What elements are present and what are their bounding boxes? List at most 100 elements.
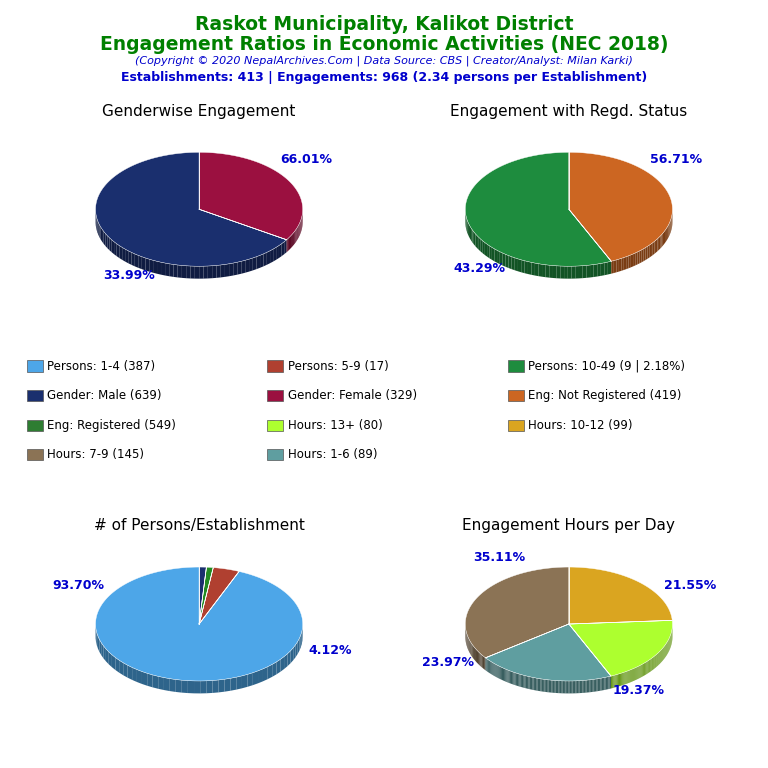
Polygon shape <box>642 664 643 677</box>
Title: # of Persons/Establishment: # of Persons/Establishment <box>94 518 305 534</box>
Polygon shape <box>484 657 485 670</box>
Polygon shape <box>475 648 476 661</box>
Polygon shape <box>627 670 629 684</box>
Polygon shape <box>636 667 637 680</box>
Polygon shape <box>213 680 219 693</box>
Polygon shape <box>485 658 486 671</box>
Polygon shape <box>287 650 290 666</box>
Polygon shape <box>258 669 263 684</box>
Polygon shape <box>119 246 122 260</box>
Polygon shape <box>158 677 164 690</box>
Polygon shape <box>630 670 631 683</box>
Polygon shape <box>485 243 487 257</box>
Polygon shape <box>494 664 495 676</box>
Polygon shape <box>512 672 513 684</box>
Polygon shape <box>598 263 601 276</box>
Text: Establishments: 413 | Engagements: 968 (2.34 persons per Establishment): Establishments: 413 | Engagements: 968 (… <box>121 71 647 84</box>
Polygon shape <box>465 152 611 266</box>
Bar <box>267 360 283 372</box>
Polygon shape <box>208 266 212 279</box>
Polygon shape <box>564 681 565 694</box>
Polygon shape <box>667 226 668 240</box>
Polygon shape <box>504 668 505 681</box>
Polygon shape <box>535 678 536 690</box>
Polygon shape <box>497 665 498 678</box>
Polygon shape <box>502 667 503 680</box>
Polygon shape <box>590 264 594 277</box>
Polygon shape <box>98 222 99 237</box>
Polygon shape <box>632 669 633 682</box>
Polygon shape <box>290 647 293 664</box>
Polygon shape <box>621 257 624 271</box>
Polygon shape <box>557 266 561 279</box>
Text: 56.71%: 56.71% <box>650 154 702 167</box>
Polygon shape <box>487 244 489 258</box>
Polygon shape <box>508 256 511 269</box>
Polygon shape <box>492 247 495 261</box>
Polygon shape <box>288 237 289 251</box>
Polygon shape <box>465 567 569 658</box>
Polygon shape <box>647 660 648 674</box>
Polygon shape <box>570 681 571 694</box>
Polygon shape <box>229 263 233 276</box>
Polygon shape <box>174 264 177 277</box>
Polygon shape <box>95 567 303 681</box>
Polygon shape <box>475 233 477 248</box>
Polygon shape <box>294 231 295 244</box>
Polygon shape <box>253 671 258 685</box>
Text: Gender: Male (639): Gender: Male (639) <box>47 389 161 402</box>
Polygon shape <box>603 677 604 690</box>
Polygon shape <box>625 671 627 684</box>
Polygon shape <box>292 233 293 247</box>
Polygon shape <box>472 644 473 658</box>
Polygon shape <box>199 266 204 279</box>
Polygon shape <box>488 660 489 673</box>
Polygon shape <box>200 681 207 694</box>
Polygon shape <box>157 261 161 275</box>
Polygon shape <box>135 254 138 268</box>
Polygon shape <box>521 260 525 273</box>
Polygon shape <box>280 657 284 672</box>
Polygon shape <box>147 674 153 687</box>
Polygon shape <box>505 669 506 682</box>
Polygon shape <box>607 261 611 274</box>
Polygon shape <box>230 677 237 690</box>
Polygon shape <box>284 240 286 254</box>
Polygon shape <box>531 677 532 690</box>
Polygon shape <box>293 644 296 660</box>
Polygon shape <box>257 255 260 269</box>
Polygon shape <box>263 253 266 266</box>
Polygon shape <box>661 233 663 247</box>
Polygon shape <box>119 660 123 675</box>
Polygon shape <box>522 675 523 687</box>
Polygon shape <box>516 673 517 686</box>
Polygon shape <box>295 230 296 243</box>
Polygon shape <box>583 266 587 278</box>
Polygon shape <box>301 631 302 647</box>
Polygon shape <box>579 266 583 278</box>
Polygon shape <box>573 681 574 694</box>
Polygon shape <box>546 680 548 692</box>
Polygon shape <box>95 152 286 266</box>
Polygon shape <box>633 668 634 681</box>
Polygon shape <box>515 258 518 271</box>
Polygon shape <box>177 265 182 278</box>
Polygon shape <box>527 676 528 689</box>
Polygon shape <box>606 677 607 690</box>
Polygon shape <box>138 256 142 269</box>
Polygon shape <box>638 666 640 679</box>
Polygon shape <box>495 664 497 677</box>
Polygon shape <box>588 680 589 693</box>
Bar <box>508 360 524 372</box>
Polygon shape <box>580 680 581 693</box>
Text: Persons: 10-49 (9 | 2.18%): Persons: 10-49 (9 | 2.18%) <box>528 359 685 372</box>
Polygon shape <box>161 262 165 276</box>
Polygon shape <box>153 260 157 273</box>
Polygon shape <box>574 681 575 694</box>
Polygon shape <box>489 660 490 674</box>
Polygon shape <box>471 228 472 243</box>
Polygon shape <box>276 246 279 260</box>
Polygon shape <box>510 670 511 684</box>
Polygon shape <box>564 266 568 279</box>
Polygon shape <box>526 676 527 689</box>
